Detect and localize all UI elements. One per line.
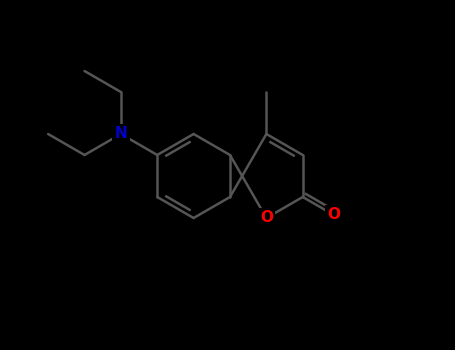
Text: O: O xyxy=(327,207,340,222)
Text: O: O xyxy=(260,210,273,225)
Text: N: N xyxy=(115,126,127,141)
